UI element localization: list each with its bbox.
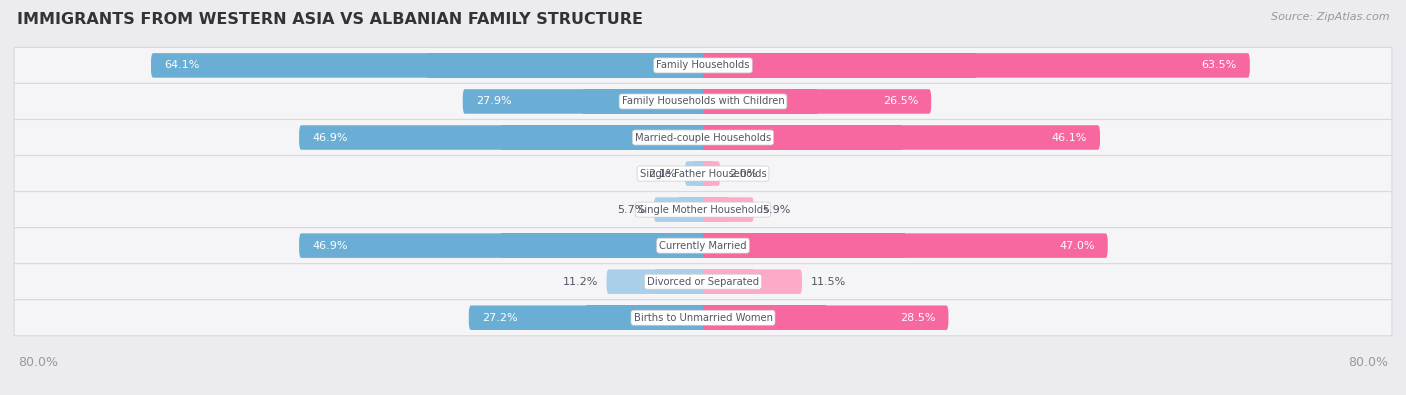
Text: 46.9%: 46.9% — [312, 132, 347, 143]
Text: 64.1%: 64.1% — [165, 60, 200, 70]
Text: 2.1%: 2.1% — [648, 169, 676, 179]
Text: 27.9%: 27.9% — [475, 96, 512, 107]
Bar — [703, 233, 905, 258]
FancyBboxPatch shape — [703, 233, 1108, 258]
Text: 63.5%: 63.5% — [1202, 60, 1237, 70]
FancyBboxPatch shape — [14, 264, 1392, 300]
Bar — [703, 89, 817, 114]
FancyBboxPatch shape — [703, 53, 1250, 78]
FancyBboxPatch shape — [299, 233, 703, 258]
Bar — [501, 125, 703, 150]
Text: Source: ZipAtlas.com: Source: ZipAtlas.com — [1271, 12, 1389, 22]
Text: 26.5%: 26.5% — [883, 96, 918, 107]
Text: 47.0%: 47.0% — [1059, 241, 1095, 251]
Text: IMMIGRANTS FROM WESTERN ASIA VS ALBANIAN FAMILY STRUCTURE: IMMIGRANTS FROM WESTERN ASIA VS ALBANIAN… — [17, 12, 643, 27]
FancyBboxPatch shape — [654, 198, 703, 222]
Text: Family Households: Family Households — [657, 60, 749, 70]
Bar — [703, 305, 825, 330]
FancyBboxPatch shape — [150, 53, 703, 78]
FancyBboxPatch shape — [14, 156, 1392, 192]
FancyBboxPatch shape — [606, 269, 703, 294]
Text: 11.2%: 11.2% — [562, 276, 598, 287]
FancyBboxPatch shape — [14, 300, 1392, 336]
Text: 11.5%: 11.5% — [811, 276, 846, 287]
FancyBboxPatch shape — [703, 125, 1099, 150]
Text: 2.0%: 2.0% — [728, 169, 758, 179]
Text: 80.0%: 80.0% — [18, 356, 59, 369]
Text: Currently Married: Currently Married — [659, 241, 747, 251]
FancyBboxPatch shape — [463, 89, 703, 114]
Bar — [703, 161, 711, 186]
Text: Single Mother Households: Single Mother Households — [638, 205, 768, 214]
Text: Single Father Households: Single Father Households — [640, 169, 766, 179]
Text: 80.0%: 80.0% — [1347, 356, 1388, 369]
Text: 27.2%: 27.2% — [482, 313, 517, 323]
Text: Divorced or Separated: Divorced or Separated — [647, 276, 759, 287]
Bar — [586, 305, 703, 330]
Bar — [583, 89, 703, 114]
FancyBboxPatch shape — [468, 305, 703, 330]
Bar — [695, 161, 703, 186]
Text: 5.7%: 5.7% — [617, 205, 645, 214]
Bar — [703, 198, 728, 222]
FancyBboxPatch shape — [703, 305, 949, 330]
FancyBboxPatch shape — [14, 83, 1392, 119]
Bar — [501, 233, 703, 258]
Bar — [703, 125, 901, 150]
Bar — [703, 53, 976, 78]
FancyBboxPatch shape — [14, 192, 1392, 228]
Text: 46.1%: 46.1% — [1052, 132, 1087, 143]
FancyBboxPatch shape — [14, 47, 1392, 83]
Text: 5.9%: 5.9% — [762, 205, 790, 214]
Text: Births to Unmarried Women: Births to Unmarried Women — [634, 313, 772, 323]
FancyBboxPatch shape — [703, 269, 801, 294]
FancyBboxPatch shape — [299, 125, 703, 150]
Text: Married-couple Households: Married-couple Households — [636, 132, 770, 143]
FancyBboxPatch shape — [14, 228, 1392, 264]
Bar — [427, 53, 703, 78]
FancyBboxPatch shape — [685, 161, 703, 186]
FancyBboxPatch shape — [703, 198, 754, 222]
Bar — [655, 269, 703, 294]
Bar — [679, 198, 703, 222]
Text: 46.9%: 46.9% — [312, 241, 347, 251]
Text: Family Households with Children: Family Households with Children — [621, 96, 785, 107]
FancyBboxPatch shape — [703, 89, 931, 114]
FancyBboxPatch shape — [703, 161, 720, 186]
FancyBboxPatch shape — [14, 119, 1392, 156]
Text: 28.5%: 28.5% — [900, 313, 935, 323]
Bar — [703, 269, 752, 294]
